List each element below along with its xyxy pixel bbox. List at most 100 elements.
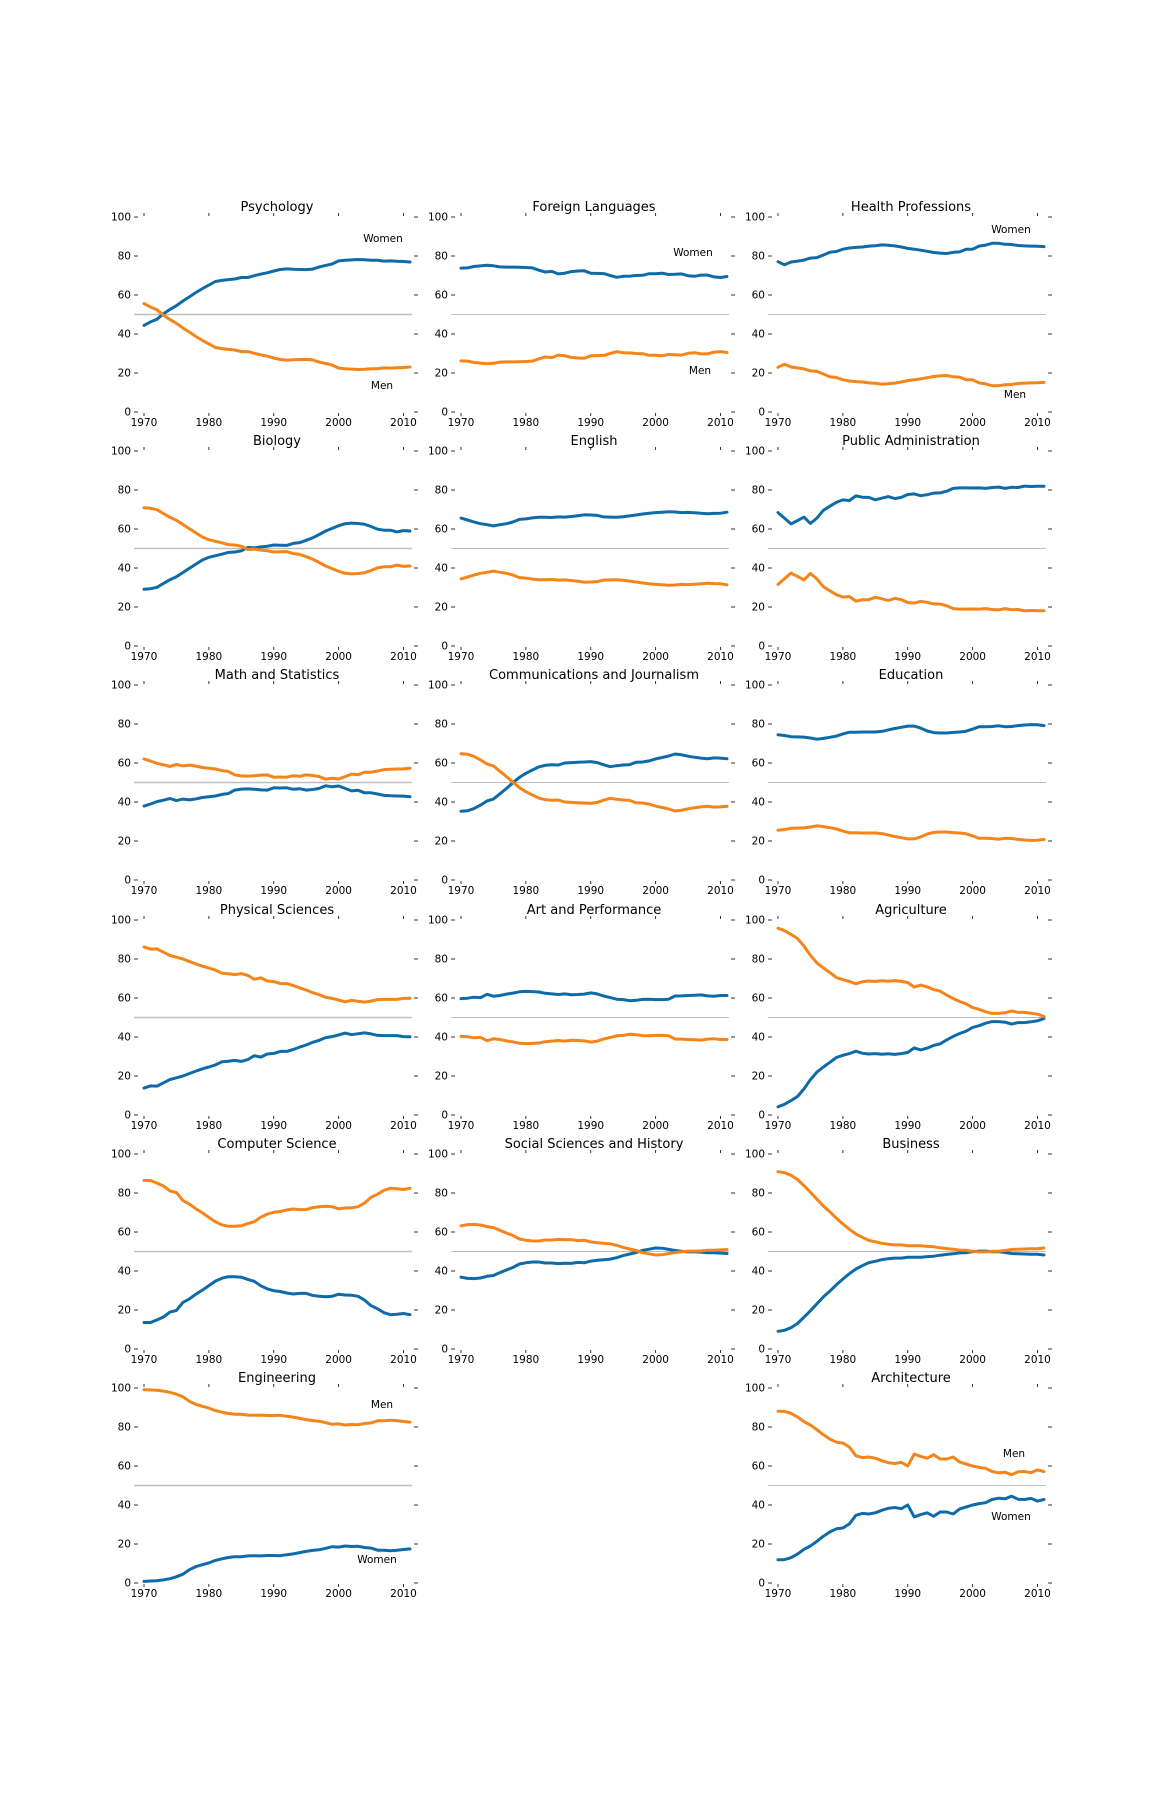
y-tick-label: 80 bbox=[752, 1422, 765, 1434]
series-line-men bbox=[776, 362, 1046, 388]
x-tick-label: 2010 bbox=[390, 1120, 417, 1132]
x-tick-label: 2000 bbox=[642, 417, 669, 429]
x-tick-label: 1990 bbox=[577, 885, 604, 897]
x-tick-label: 1970 bbox=[448, 1120, 475, 1132]
y-tick-label: 60 bbox=[118, 993, 131, 1005]
panel-title: Public Administration bbox=[842, 434, 980, 449]
series-line-women bbox=[459, 989, 729, 1003]
x-tick-label: 2000 bbox=[959, 651, 986, 663]
y-tick-label: 0 bbox=[758, 1110, 765, 1122]
series-line-women bbox=[142, 1544, 412, 1583]
y-tick-label: 60 bbox=[118, 1461, 131, 1473]
x-tick-label: 1990 bbox=[577, 417, 604, 429]
series-line-women bbox=[142, 521, 412, 591]
x-tick-label: 1990 bbox=[894, 417, 921, 429]
y-tick-label: 40 bbox=[752, 1500, 765, 1512]
y-tick-label: 60 bbox=[118, 290, 131, 302]
x-tick-label: 1990 bbox=[894, 1354, 921, 1366]
y-tick-label: 40 bbox=[752, 797, 765, 809]
x-tick-label: 2000 bbox=[325, 417, 352, 429]
panel-title: English bbox=[571, 434, 618, 449]
x-tick-label: 2010 bbox=[1024, 1354, 1051, 1366]
y-tick-label: 40 bbox=[118, 1500, 131, 1512]
x-tick-label: 1970 bbox=[448, 651, 475, 663]
series-line-men bbox=[459, 569, 729, 587]
y-tick-label: 100 bbox=[745, 915, 765, 927]
series-line-men bbox=[142, 757, 412, 781]
y-tick-label: 20 bbox=[752, 836, 765, 848]
panel-engineering: Engineering 0 20 40 60 80 100 1970 1980 1990 2000 2… bbox=[111, 1371, 418, 1600]
x-tick-label: 2010 bbox=[707, 417, 734, 429]
x-tick-label: 2000 bbox=[325, 651, 352, 663]
y-tick-label: 0 bbox=[758, 407, 765, 419]
panel-title: Agriculture bbox=[875, 903, 947, 918]
x-tick-label: 1970 bbox=[765, 417, 792, 429]
x-tick-label: 2010 bbox=[707, 651, 734, 663]
y-tick-label: 80 bbox=[118, 719, 131, 731]
y-tick-label: 20 bbox=[435, 1071, 448, 1083]
series-line-men bbox=[459, 1032, 729, 1046]
series-label-men: Men bbox=[371, 380, 393, 392]
y-tick-label: 60 bbox=[435, 524, 448, 536]
x-tick-label: 2010 bbox=[390, 1588, 417, 1600]
x-tick-label: 2000 bbox=[642, 651, 669, 663]
x-tick-label: 1990 bbox=[577, 651, 604, 663]
y-tick-label: 100 bbox=[745, 1383, 765, 1395]
panel-title: Psychology bbox=[241, 200, 314, 215]
y-tick-label: 0 bbox=[124, 1344, 131, 1356]
y-tick-label: 100 bbox=[111, 915, 131, 927]
series-line-women bbox=[776, 241, 1046, 267]
x-tick-label: 1970 bbox=[131, 417, 158, 429]
y-tick-label: 100 bbox=[428, 1149, 448, 1161]
x-tick-label: 2010 bbox=[1024, 417, 1051, 429]
panel-title: Biology bbox=[253, 434, 301, 449]
y-tick-label: 40 bbox=[118, 329, 131, 341]
x-tick-label: 1970 bbox=[131, 885, 158, 897]
y-tick-label: 100 bbox=[428, 446, 448, 458]
x-tick-label: 1980 bbox=[830, 1588, 857, 1600]
panel-foreign-languages: Foreign Languages 0 20 40 60 80 100 1970 1980 199… bbox=[428, 200, 735, 429]
y-tick-label: 60 bbox=[752, 1227, 765, 1239]
x-tick-label: 1970 bbox=[448, 417, 475, 429]
series-line-men bbox=[776, 1170, 1046, 1254]
x-tick-label: 2010 bbox=[707, 1354, 734, 1366]
series-line-men bbox=[776, 571, 1046, 613]
panel-title: Health Professions bbox=[851, 200, 971, 215]
y-tick-label: 40 bbox=[752, 1266, 765, 1278]
x-tick-label: 2000 bbox=[642, 1120, 669, 1132]
y-tick-label: 80 bbox=[118, 251, 131, 263]
x-tick-label: 1970 bbox=[765, 651, 792, 663]
y-tick-label: 0 bbox=[758, 1578, 765, 1590]
y-tick-label: 80 bbox=[752, 719, 765, 731]
y-tick-label: 40 bbox=[435, 329, 448, 341]
y-tick-label: 40 bbox=[118, 797, 131, 809]
series-line-men bbox=[459, 752, 729, 813]
x-tick-label: 1990 bbox=[894, 651, 921, 663]
x-tick-label: 1980 bbox=[830, 885, 857, 897]
x-tick-label: 2000 bbox=[325, 885, 352, 897]
x-tick-label: 1980 bbox=[513, 885, 540, 897]
x-tick-label: 1980 bbox=[196, 651, 223, 663]
series-line-women bbox=[776, 1494, 1046, 1562]
x-tick-label: 1990 bbox=[577, 1354, 604, 1366]
y-tick-label: 20 bbox=[752, 1071, 765, 1083]
y-tick-label: 20 bbox=[435, 1305, 448, 1317]
panel-math-and-statistics: Math and Statistics 0 20 40 60 80 100 1970 1980 1… bbox=[111, 668, 418, 897]
series-line-women bbox=[776, 723, 1046, 741]
series-line-men bbox=[459, 350, 729, 366]
series-line-men bbox=[776, 824, 1046, 842]
x-tick-label: 1970 bbox=[131, 651, 158, 663]
y-tick-label: 60 bbox=[435, 993, 448, 1005]
y-tick-label: 0 bbox=[124, 1578, 131, 1590]
panel-business: Business 0 20 40 60 80 100 1970 1980 1990 2000 2010 bbox=[745, 1137, 1052, 1366]
series-label-women: Women bbox=[673, 247, 713, 259]
x-tick-label: 1990 bbox=[260, 1588, 287, 1600]
x-tick-label: 1980 bbox=[830, 417, 857, 429]
series-line-women bbox=[776, 484, 1046, 526]
x-tick-label: 2000 bbox=[642, 1354, 669, 1366]
x-tick-label: 2000 bbox=[959, 417, 986, 429]
panel-title: Social Sciences and History bbox=[505, 1137, 684, 1152]
x-tick-label: 1970 bbox=[448, 885, 475, 897]
